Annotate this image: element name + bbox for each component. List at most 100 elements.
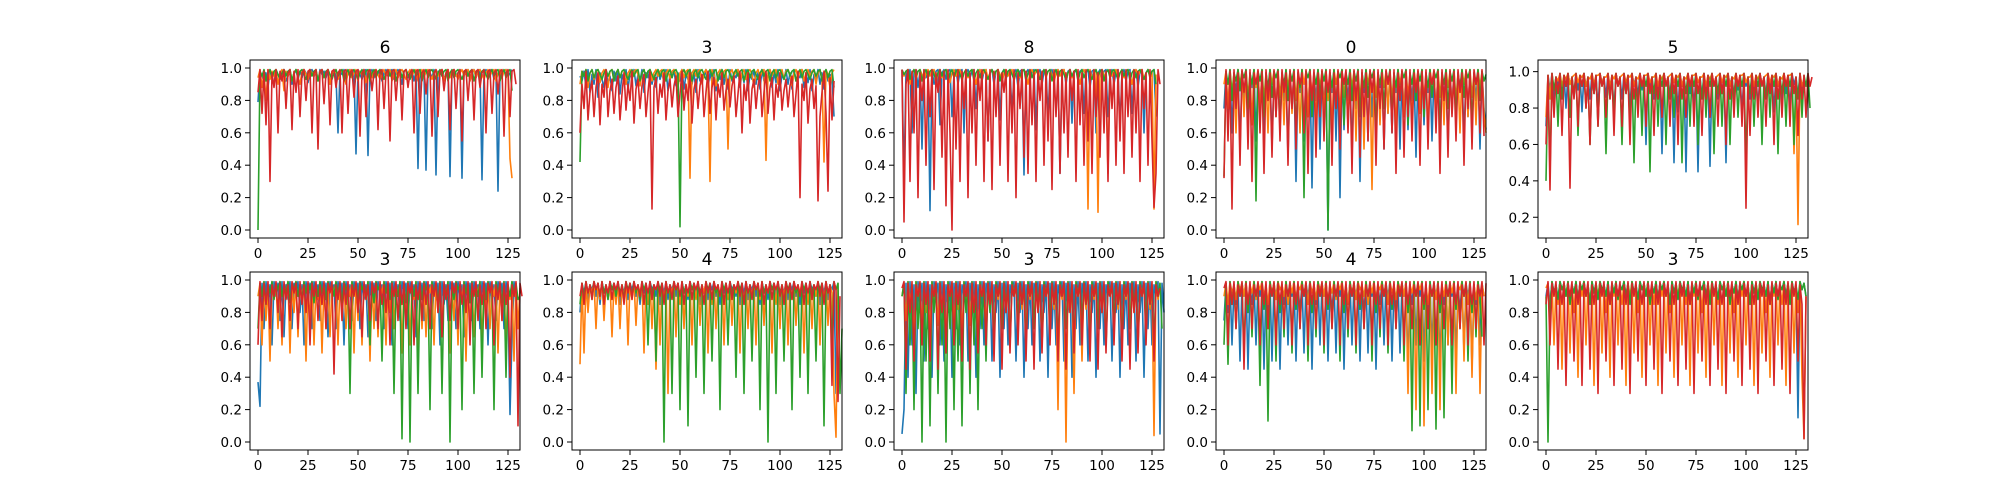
axes-frame [1537, 271, 1809, 451]
subplot-3: 8 0 25 50 75 100 125 0.0 0.2 0.4 0.6 0.8 1.0 [865, 38, 1165, 262]
subplot-title: 3 [1024, 250, 1035, 270]
y-tick-label: 0.2 [543, 403, 564, 419]
x-tick-label: 25 [1587, 246, 1604, 262]
y-tick-label: 0.0 [1187, 435, 1208, 451]
x-tick-label: 25 [1265, 246, 1282, 262]
x-tick-label: 125 [1139, 458, 1165, 474]
x-tick-label: 25 [1265, 458, 1282, 474]
y-tick-label: 1.0 [865, 273, 886, 289]
y-tick-label: 0.4 [1187, 158, 1208, 174]
x-tick-label: 50 [671, 458, 688, 474]
subplot-8: 3 0 25 50 75 100 125 0.0 0.2 0.4 0.6 0.8 1.0 [865, 250, 1165, 474]
y-tick-label: 0.4 [543, 158, 564, 174]
x-tick-label: 50 [349, 458, 366, 474]
y-tick-label: 1.0 [221, 61, 242, 77]
y-tick-label: 0.8 [1509, 101, 1530, 117]
y-tick-label: 0.8 [221, 93, 242, 109]
y-tick-label: 0.8 [865, 93, 886, 109]
subplot-title: 4 [1346, 250, 1357, 270]
y-tick-label: 0.6 [865, 338, 886, 354]
series-line-4 [579, 280, 841, 403]
x-tick-label: 0 [1220, 246, 1229, 262]
axes-frame [1215, 59, 1487, 239]
subplot-title: 3 [702, 38, 713, 58]
subplot-title: 6 [380, 38, 391, 58]
y-tick-label: 0.0 [221, 223, 242, 239]
y-tick-label: 1.0 [1187, 273, 1208, 289]
y-tick-label: 0.4 [1509, 370, 1530, 386]
y-tick-label: 0.0 [865, 435, 886, 451]
subplot-title: 3 [1668, 250, 1679, 270]
x-tick-label: 0 [576, 458, 585, 474]
y-tick-label: 0.8 [1187, 93, 1208, 109]
x-tick-label: 75 [1043, 246, 1060, 262]
axes-frame [249, 59, 521, 239]
x-tick-label: 100 [767, 246, 793, 262]
y-tick-label: 0.0 [1509, 435, 1530, 451]
x-tick-label: 25 [943, 458, 960, 474]
axes-frame [571, 271, 843, 451]
x-tick-label: 100 [1411, 458, 1437, 474]
x-tick-label: 25 [299, 458, 316, 474]
x-tick-label: 100 [1089, 458, 1115, 474]
y-tick-label: 0.0 [543, 435, 564, 451]
x-tick-label: 125 [817, 458, 843, 474]
y-tick-label: 0.8 [1187, 305, 1208, 321]
x-tick-label: 100 [1411, 246, 1437, 262]
y-tick-label: 0.2 [221, 191, 242, 207]
y-tick-label: 0.2 [1509, 210, 1530, 226]
x-tick-label: 0 [254, 458, 263, 474]
subplot-10: 3 0 25 50 75 100 125 0.0 0.2 0.4 0.6 0.8 1.0 [1509, 250, 1809, 474]
series-line-4 [1223, 68, 1485, 210]
subplot-6: 3 0 25 50 75 100 125 0.0 0.2 0.4 0.6 0.8 1.0 [221, 250, 523, 474]
x-tick-label: 0 [898, 246, 907, 262]
subplot-4: 0 0 25 50 75 100 125 0.0 0.2 0.4 0.6 0.8 1.0 [1187, 38, 1487, 262]
series-line-4 [257, 280, 523, 427]
y-tick-label: 0.6 [865, 126, 886, 142]
subplot-7: 4 0 25 50 75 100 125 0.0 0.2 0.4 0.6 0.8 1.0 [543, 250, 843, 474]
y-tick-label: 0.0 [543, 223, 564, 239]
axes-frame [893, 59, 1165, 239]
y-tick-label: 0.4 [1187, 370, 1208, 386]
x-tick-label: 50 [671, 246, 688, 262]
x-tick-label: 0 [1220, 458, 1229, 474]
x-tick-label: 50 [1637, 458, 1654, 474]
x-tick-label: 25 [621, 458, 638, 474]
x-tick-label: 125 [1783, 246, 1809, 262]
y-tick-label: 1.0 [543, 61, 564, 77]
x-tick-label: 25 [943, 246, 960, 262]
y-tick-label: 0.2 [221, 403, 242, 419]
series-line-4 [901, 280, 1161, 370]
y-tick-label: 0.4 [865, 370, 886, 386]
x-tick-label: 50 [349, 246, 366, 262]
y-tick-label: 1.0 [543, 273, 564, 289]
subplot-title: 8 [1024, 38, 1035, 58]
y-tick-label: 0.0 [1187, 223, 1208, 239]
y-tick-label: 0.6 [1509, 338, 1530, 354]
axes-frame [893, 271, 1165, 451]
x-tick-label: 100 [445, 458, 471, 474]
x-tick-label: 0 [576, 246, 585, 262]
x-tick-label: 125 [495, 458, 521, 474]
subplot-title: 4 [702, 250, 713, 270]
subplot-title: 3 [380, 250, 391, 270]
subplot-title: 5 [1668, 38, 1679, 58]
x-tick-label: 125 [1461, 246, 1487, 262]
subplot-9: 4 0 25 50 75 100 125 0.0 0.2 0.4 0.6 0.8 1.0 [1187, 250, 1487, 474]
series-line-4 [901, 68, 1161, 231]
y-tick-label: 0.2 [1187, 191, 1208, 207]
subplot-2: 3 0 25 50 75 100 125 0.0 0.2 0.4 0.6 0.8 1.0 [543, 38, 843, 262]
x-tick-label: 0 [898, 458, 907, 474]
y-tick-label: 0.4 [221, 370, 242, 386]
y-tick-label: 0.2 [865, 191, 886, 207]
y-tick-label: 1.0 [221, 273, 242, 289]
x-tick-label: 75 [1043, 458, 1060, 474]
y-tick-label: 0.8 [1509, 305, 1530, 321]
axes-frame [249, 271, 521, 451]
x-tick-label: 125 [817, 246, 843, 262]
y-tick-label: 0.6 [1187, 126, 1208, 142]
y-tick-label: 0.2 [543, 191, 564, 207]
axes-frame [1537, 59, 1809, 239]
